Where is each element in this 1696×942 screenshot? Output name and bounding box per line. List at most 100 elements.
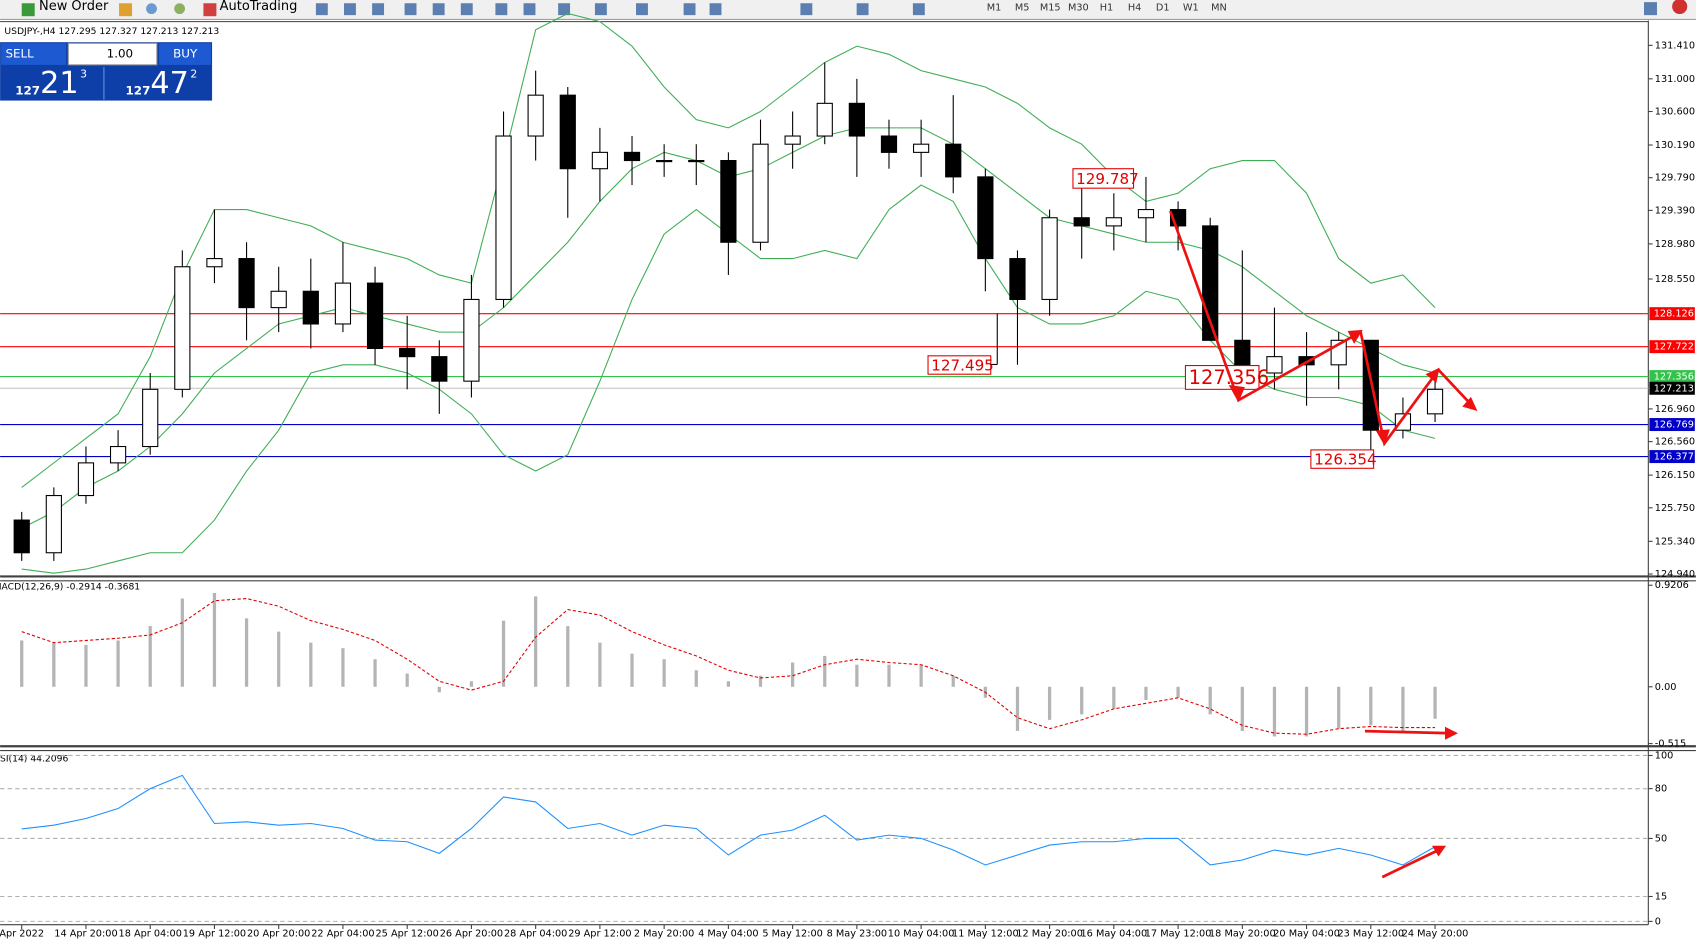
y-tick-label: 128.980 bbox=[1655, 239, 1695, 250]
y-tick-label: 126.150 bbox=[1655, 470, 1695, 481]
price-level-label-bg bbox=[1649, 340, 1695, 354]
timeframe-button[interactable]: D1 bbox=[1156, 3, 1170, 14]
y-tick-label: 0.9206 bbox=[1655, 580, 1689, 591]
lot-value[interactable]: 1.00 bbox=[107, 47, 133, 61]
toolbar-icon[interactable] bbox=[800, 3, 813, 16]
price-level-label: 127.722 bbox=[1654, 342, 1694, 353]
candle-body bbox=[720, 159, 737, 243]
timeframe-button[interactable]: H4 bbox=[1128, 3, 1142, 14]
toolbar-icon[interactable] bbox=[594, 3, 607, 16]
new-order-icon[interactable] bbox=[21, 3, 35, 17]
toolbar bbox=[0, 0, 1696, 20]
x-tick-label: 18 May 20:00 bbox=[1209, 928, 1276, 939]
price-level-label: 127.356 bbox=[1654, 372, 1694, 383]
candle-body bbox=[1105, 217, 1122, 227]
timeframe-button[interactable]: MN bbox=[1211, 3, 1227, 14]
y-tick-label: 80 bbox=[1655, 784, 1667, 795]
candle-body bbox=[1394, 413, 1412, 431]
toolbar-icon[interactable] bbox=[174, 3, 186, 15]
drawn-arrows bbox=[1169, 210, 1475, 879]
x-tick-label: 4 May 04:00 bbox=[698, 928, 758, 939]
new-order-button[interactable]: New Order bbox=[39, 0, 109, 14]
timeframe-button[interactable]: M5 bbox=[1015, 3, 1030, 14]
toolbar-icon[interactable] bbox=[146, 3, 157, 15]
timeframe-button[interactable]: M30 bbox=[1068, 3, 1089, 14]
search-icon[interactable] bbox=[1643, 2, 1657, 16]
price-level-label-bg bbox=[1649, 307, 1695, 321]
candle-body bbox=[431, 356, 448, 382]
rsi-arrow bbox=[1381, 847, 1442, 879]
toolbar-icon[interactable] bbox=[404, 3, 417, 16]
timeframe-button[interactable]: M15 bbox=[1040, 3, 1061, 14]
x-tick-label: 8 May 23:00 bbox=[827, 928, 887, 939]
ask-frac[interactable]: 2 bbox=[190, 68, 197, 81]
toolbar-icon[interactable] bbox=[683, 3, 696, 16]
toolbar-icon[interactable] bbox=[709, 3, 722, 16]
arrow-head bbox=[1228, 385, 1245, 403]
candle-body bbox=[13, 519, 30, 554]
candle-body bbox=[977, 176, 994, 260]
price-level-label-bg bbox=[1649, 418, 1695, 432]
toolbar-icon[interactable] bbox=[119, 3, 133, 17]
chart-header: USDJPY-,H4 127.295 127.327 127.213 127.2… bbox=[4, 26, 219, 37]
y-tick-label: 0 bbox=[1655, 916, 1661, 927]
candle-body bbox=[591, 151, 609, 170]
notification-icon[interactable] bbox=[1672, 0, 1688, 15]
toolbar-icon[interactable] bbox=[344, 3, 356, 16]
y-tick-label: 131.410 bbox=[1655, 40, 1695, 51]
toolbar-icon[interactable] bbox=[523, 3, 536, 16]
x-tick-label: 22 Apr 04:00 bbox=[311, 928, 374, 939]
candle-body bbox=[334, 282, 352, 325]
ask-big[interactable]: 127 bbox=[126, 83, 151, 97]
sell-button[interactable] bbox=[1, 43, 67, 65]
toolbar-icon[interactable] bbox=[636, 3, 648, 16]
candle-body bbox=[366, 282, 384, 350]
toolbar-icon[interactable] bbox=[856, 3, 869, 16]
y-tick-label: 50 bbox=[1655, 833, 1667, 844]
candle-body bbox=[238, 258, 255, 309]
timeframe-button[interactable]: M1 bbox=[987, 3, 1002, 14]
timeframe-button[interactable]: W1 bbox=[1183, 3, 1199, 14]
ask-pips[interactable]: 47 bbox=[150, 66, 189, 101]
toolbar-icon[interactable] bbox=[460, 3, 473, 16]
lot-input[interactable] bbox=[67, 42, 158, 66]
annotation: 127.495 bbox=[931, 357, 994, 375]
auto-trading-icon[interactable] bbox=[203, 3, 217, 17]
x-tick-label: 17 May 12:00 bbox=[1145, 928, 1212, 939]
price-level-label: 128.126 bbox=[1654, 309, 1694, 320]
arrow-head bbox=[1375, 429, 1390, 446]
toolbar-icon[interactable] bbox=[315, 3, 328, 16]
price-level-label: 126.377 bbox=[1654, 452, 1694, 463]
buy-label[interactable]: BUY bbox=[173, 47, 198, 61]
candle-body bbox=[463, 298, 480, 382]
rsi-line bbox=[21, 774, 1436, 866]
buy-button[interactable] bbox=[159, 43, 211, 65]
toolbar-icon[interactable] bbox=[558, 3, 571, 16]
toolbar-icon[interactable] bbox=[432, 3, 445, 16]
candle-body bbox=[302, 290, 319, 325]
x-tick-label: 23 May 12:00 bbox=[1337, 928, 1404, 939]
arrow-head bbox=[1462, 396, 1478, 411]
toolbar-icon[interactable] bbox=[495, 3, 508, 16]
candle-body bbox=[399, 347, 416, 358]
annotation-box bbox=[1184, 365, 1260, 390]
x-tick-label: 11 May 12:00 bbox=[952, 928, 1019, 939]
auto-trading-button[interactable]: AutoTrading bbox=[220, 0, 298, 14]
x-tick-label: 24 May 20:00 bbox=[1402, 928, 1469, 939]
x-tick-label: 20 Apr 20:00 bbox=[247, 928, 310, 939]
bid-frac[interactable]: 3 bbox=[80, 68, 87, 81]
y-tick-label: 130.190 bbox=[1655, 140, 1695, 151]
x-tick-label: 12 May 20:00 bbox=[1016, 928, 1083, 939]
toolbar-icon[interactable] bbox=[912, 3, 925, 16]
trend-arrow-path bbox=[1169, 210, 1475, 447]
y-tick-label: 15 bbox=[1655, 891, 1667, 902]
timeframe-button[interactable]: H1 bbox=[1100, 3, 1114, 14]
x-tick-label: 20 May 04:00 bbox=[1273, 928, 1340, 939]
y-tick-label: 126.560 bbox=[1655, 437, 1695, 448]
bid-pips[interactable]: 21 bbox=[40, 66, 79, 101]
price-level-label: 127.213 bbox=[1654, 383, 1694, 394]
toolbar-icon[interactable] bbox=[372, 3, 385, 16]
bid-big[interactable]: 127 bbox=[15, 83, 40, 97]
candle-body bbox=[206, 258, 223, 268]
sell-label[interactable]: SELL bbox=[5, 47, 34, 61]
